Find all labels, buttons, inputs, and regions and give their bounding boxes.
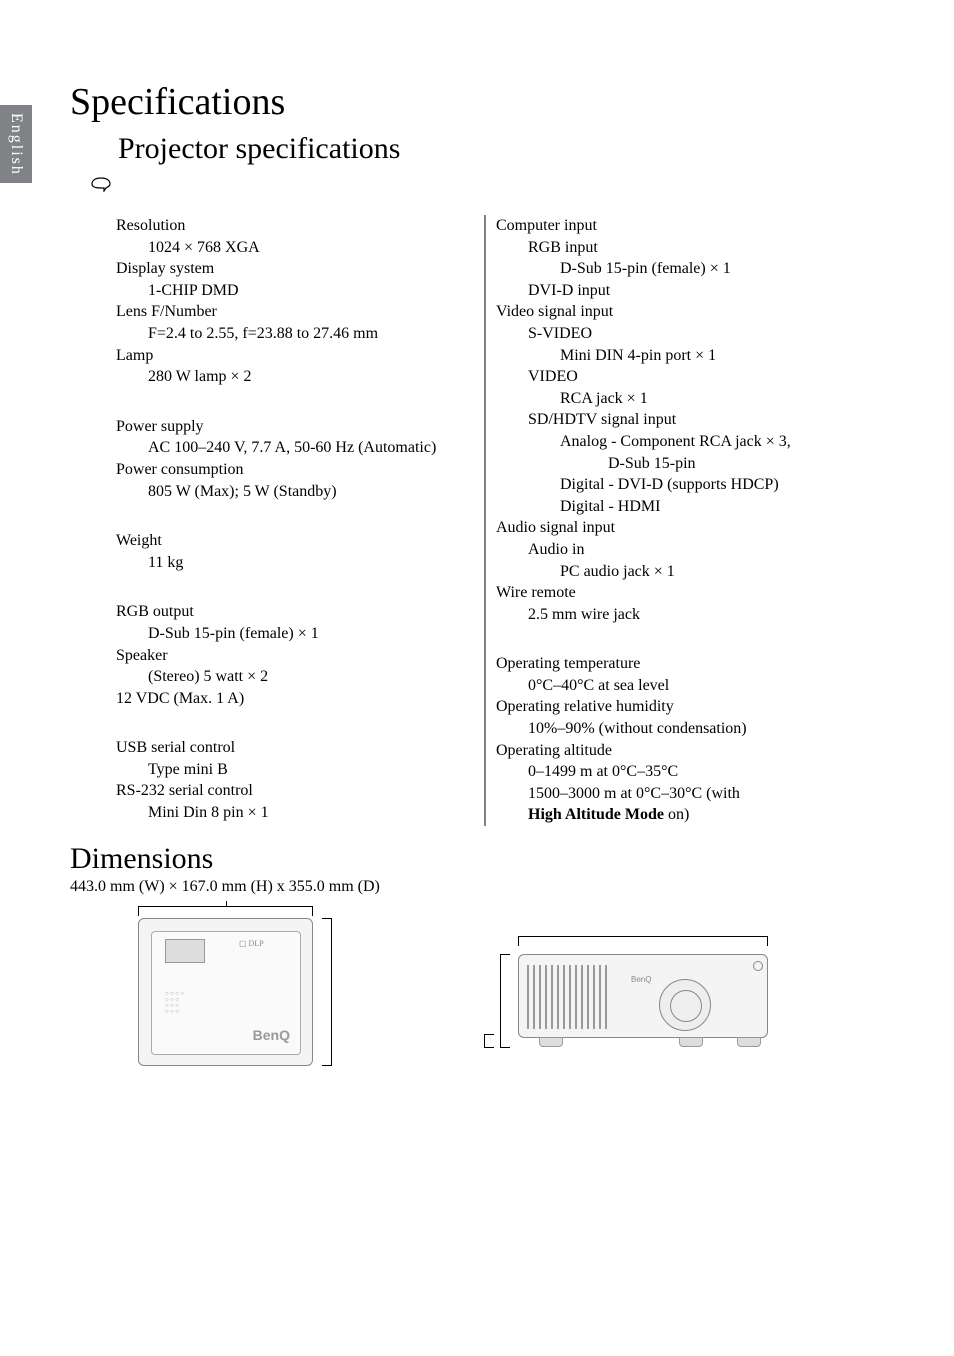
spec-value: 2.5 mm wire jack [496,604,864,626]
spec-key: USB serial control [116,737,484,759]
width-bracket-side [518,936,768,946]
projector-side-outline: BenQ [518,954,768,1038]
spec-value: 0°C–40°C at sea level [496,675,864,697]
dimension-diagrams: ▢ DLP ○ ○ ○ ○○ ○ ○○ ○ ○○ ○ ○ BenQ BenQ [110,906,890,1076]
spec-value: D-Sub 15-pin (female) × 1 [496,258,864,280]
section-subtitle: Projector specifications [118,132,890,166]
projector-lens-inner [670,990,702,1022]
specs-right-column: Computer inputRGB inputD-Sub 15-pin (fem… [484,215,864,826]
projector-vents [527,965,607,1029]
spec-value: 1-CHIP DMD [116,280,484,302]
spec-value: 1500–3000 m at 0°C–30°C (with [496,783,864,805]
spec-subkey: Audio in [496,539,864,561]
spec-value: Mini DIN 4-pin port × 1 [496,345,864,367]
spec-value: Digital - HDMI [496,496,864,518]
spec-value: (Stereo) 5 watt × 2 [116,666,484,688]
dlp-logo: ▢ DLP [239,939,264,948]
spec-key: Weight [116,530,484,552]
spec-value: Analog - Component RCA jack × 3, [496,431,864,453]
spec-subkey: RGB input [496,237,864,259]
spec-subkey: DVI-D input [496,280,864,302]
spec-key: Lens F/Number [116,301,484,323]
spec-subkey: VIDEO [496,366,864,388]
spec-key: Operating temperature [496,653,864,675]
spec-key: Display system [116,258,484,280]
page-content: Specifications Projector specifications … [70,80,890,1076]
spec-key: RS-232 serial control [116,780,484,802]
spec-value: F=2.4 to 2.55, f=23.88 to 27.46 mm [116,323,484,345]
spec-key: Power consumption [116,459,484,481]
spec-value: AC 100–240 V, 7.7 A, 50-60 Hz (Automatic… [116,437,484,459]
spec-value: RCA jack × 1 [496,388,864,410]
spec-key: Wire remote [496,582,864,604]
width-bracket [138,906,313,916]
note-icon [90,176,890,197]
projector-top-outline: ▢ DLP ○ ○ ○ ○○ ○ ○○ ○ ○○ ○ ○ BenQ [138,918,313,1066]
projector-side-diagram: BenQ [470,936,840,1066]
page-title: Specifications [70,80,890,124]
spec-key: Video signal input [496,301,864,323]
spec-value: 1024 × 768 XGA [116,237,484,259]
projector-top-diagram: ▢ DLP ○ ○ ○ ○○ ○ ○○ ○ ○○ ○ ○ BenQ [110,906,420,1076]
spec-value: Mini Din 8 pin × 1 [116,802,484,824]
spec-value: PC audio jack × 1 [496,561,864,583]
spec-key: Power supply [116,416,484,438]
projector-foot [679,1037,703,1047]
spec-value: High Altitude Mode on) [496,804,864,826]
spec-key: Lamp [116,345,484,367]
specs-left-column: Resolution1024 × 768 XGADisplay system1-… [70,215,484,826]
spec-key: Operating relative humidity [496,696,864,718]
projector-panel [165,939,205,963]
projector-knob [753,961,763,971]
projector-lens [659,979,711,1031]
language-tab: English [0,105,32,183]
spec-value: D-Sub 15-pin [496,453,864,475]
spec-key: 12 VDC (Max. 1 A) [116,688,484,710]
spec-value: D-Sub 15-pin (female) × 1 [116,623,484,645]
spec-key: RGB output [116,601,484,623]
projector-foot [539,1037,563,1047]
spec-key: Audio signal input [496,517,864,539]
depth-bracket [322,918,332,1066]
spec-key: Speaker [116,645,484,667]
spec-key: Operating altitude [496,740,864,762]
spec-key: Resolution [116,215,484,237]
spec-value: 11 kg [116,552,484,574]
benq-logo-side: BenQ [631,975,651,984]
spec-value: 280 W lamp × 2 [116,366,484,388]
projector-foot [737,1037,761,1047]
foot-height-bracket [484,1034,494,1048]
spec-value: 805 W (Max); 5 W (Standby) [116,481,484,503]
spec-key: Computer input [496,215,864,237]
projector-controls: ○ ○ ○ ○○ ○ ○○ ○ ○○ ○ ○ [165,991,215,1047]
spec-value: 10%–90% (without condensation) [496,718,864,740]
spec-value: Digital - DVI-D (supports HDCP) [496,474,864,496]
height-bracket [500,954,510,1048]
specs-columns: Resolution1024 × 768 XGADisplay system1-… [70,215,890,826]
spec-value: Type mini B [116,759,484,781]
dimensions-value: 443.0 mm (W) × 167.0 mm (H) x 355.0 mm (… [70,878,890,896]
dimensions-heading: Dimensions [70,842,890,876]
spec-value: 0–1499 m at 0°C–35°C [496,761,864,783]
benq-logo: BenQ [253,1027,290,1043]
spec-subkey: S-VIDEO [496,323,864,345]
spec-subkey: SD/HDTV signal input [496,409,864,431]
